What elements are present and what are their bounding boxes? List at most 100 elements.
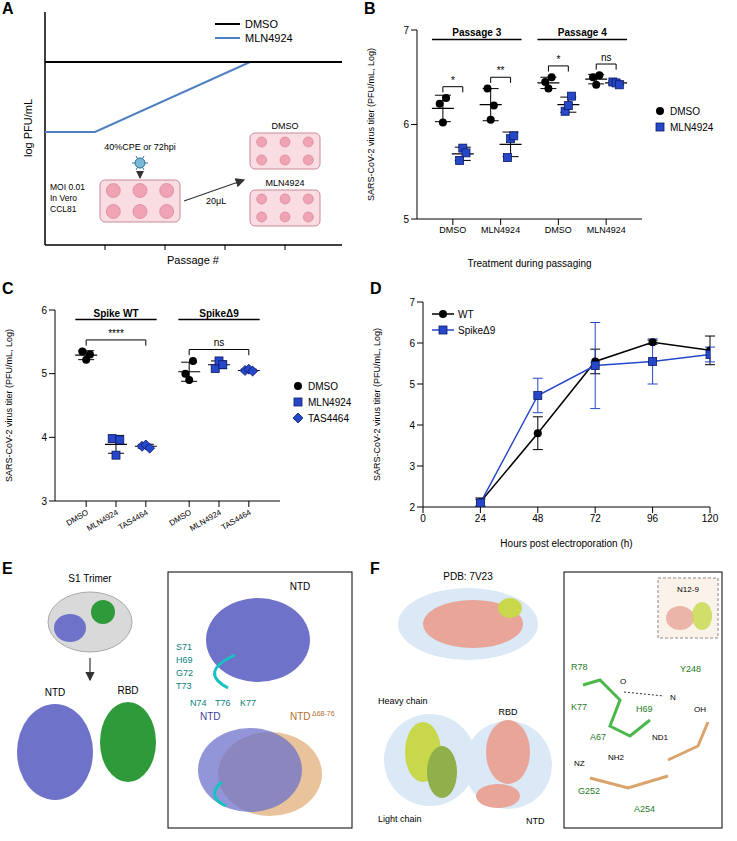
svg-text:R78: R78 (571, 662, 588, 672)
svg-text:G252: G252 (578, 786, 600, 796)
svg-text:4: 4 (409, 420, 415, 431)
svg-text:TAS4464: TAS4464 (117, 508, 150, 532)
html-text:B: B (364, 0, 376, 17)
svg-text:DMSO: DMSO (167, 507, 193, 528)
svg-text:ns: ns (214, 337, 225, 348)
html-text:D: D (370, 280, 382, 297)
svg-text:NH2: NH2 (608, 753, 625, 762)
svg-text:ND1: ND1 (652, 733, 669, 742)
svg-text:RBD: RBD (117, 685, 138, 696)
svg-text:OH: OH (694, 705, 706, 714)
html-text:MLN4924: MLN4924 (670, 121, 714, 133)
svg-text:Passage #: Passage # (167, 254, 220, 266)
svg-text:5: 5 (409, 379, 415, 390)
svg-text:S1 Trimer: S1 Trimer (68, 573, 112, 584)
svg-text:5: 5 (41, 368, 47, 379)
svg-text:O: O (620, 677, 626, 686)
svg-text:H69: H69 (636, 704, 653, 714)
svg-text:Spike WT: Spike WT (93, 308, 138, 319)
svg-text:7: 7 (403, 25, 409, 36)
svg-text:ns: ns (601, 52, 612, 63)
html-text:MLN4924: MLN4924 (308, 396, 352, 408)
svg-text:Hours post electroporation (h): Hours post electroporation (h) (500, 538, 632, 549)
svg-text:MOI 0.01: MOI 0.01 (50, 182, 85, 192)
svg-text:40%CPE or 72hpi: 40%CPE or 72hpi (104, 142, 176, 152)
html-text:SpikeΔ9: SpikeΔ9 (458, 324, 496, 336)
html-text:DMSO: DMSO (308, 380, 338, 392)
svg-text:K77: K77 (571, 702, 587, 712)
svg-text:2: 2 (409, 502, 415, 513)
svg-text:4: 4 (41, 432, 47, 443)
svg-text:MLN4924: MLN4924 (85, 508, 120, 533)
svg-text:T76: T76 (215, 698, 231, 708)
html-text:A: A (2, 0, 14, 17)
svg-text:24: 24 (475, 513, 487, 524)
svg-text:Light chain: Light chain (378, 814, 422, 824)
html-text:E: E (2, 560, 13, 577)
svg-text:DMSO: DMSO (272, 121, 299, 131)
svg-text:RBD: RBD (498, 707, 518, 717)
svg-text:****: **** (108, 328, 124, 339)
svg-text:PDB: 7V23: PDB: 7V23 (443, 571, 493, 582)
svg-text:NTD: NTD (290, 581, 311, 592)
svg-text:Y248: Y248 (680, 664, 701, 674)
svg-text:CCL81: CCL81 (50, 204, 77, 214)
svg-text:120: 120 (702, 513, 719, 524)
svg-text:SARS-CoV-2 virus titer (PFU/mL: SARS-CoV-2 virus titer (PFU/mL, Log) (4, 329, 14, 482)
svg-text:6: 6 (403, 119, 409, 130)
svg-text:5: 5 (403, 214, 409, 225)
svg-text:7: 7 (409, 297, 415, 308)
html-text:WT: WT (458, 308, 474, 320)
svg-text:DMSO: DMSO (439, 225, 466, 235)
svg-text:DMSO: DMSO (64, 507, 90, 528)
svg-text:MLN4924: MLN4924 (188, 508, 223, 533)
svg-text:NTD: NTD (526, 816, 545, 826)
svg-text:MLN4924: MLN4924 (481, 225, 520, 235)
svg-text:N74: N74 (190, 698, 207, 708)
svg-text:6: 6 (41, 305, 47, 316)
svg-text:NTD: NTD (200, 711, 221, 722)
svg-text:Passage 3: Passage 3 (452, 27, 501, 38)
svg-text:N12-9: N12-9 (677, 585, 699, 594)
svg-text:6: 6 (409, 338, 415, 349)
svg-text:K77: K77 (240, 698, 256, 708)
svg-text:NZ: NZ (574, 759, 585, 768)
svg-text:NTD: NTD (45, 687, 66, 698)
svg-text:SARS-CoV-2 virus titer (PFU/mL: SARS-CoV-2 virus titer (PFU/mL, Log) (366, 48, 376, 201)
svg-text:*: * (556, 54, 560, 65)
svg-text:In Vero: In Vero (50, 193, 77, 203)
html-text:TAS4464: TAS4464 (308, 412, 349, 424)
svg-text:A254: A254 (634, 804, 655, 814)
svg-text:TAS4464: TAS4464 (220, 508, 253, 532)
svg-text:**: ** (497, 65, 505, 76)
svg-text:MLN4924: MLN4924 (265, 178, 304, 188)
svg-text:0: 0 (420, 513, 426, 524)
svg-text:MLN4924: MLN4924 (245, 32, 293, 44)
svg-text:S71: S71 (176, 642, 192, 652)
html-text:C: C (2, 280, 14, 297)
svg-text:G72: G72 (176, 668, 193, 678)
svg-text:N: N (670, 693, 676, 702)
svg-text:Δ68-76: Δ68-76 (312, 710, 335, 717)
svg-text:*: * (451, 75, 455, 86)
svg-text:3: 3 (409, 461, 415, 472)
svg-text:3: 3 (41, 496, 47, 507)
svg-text:MLN4924: MLN4924 (587, 225, 626, 235)
svg-text:20μL: 20μL (206, 196, 226, 206)
svg-text:Treatment during passaging: Treatment during passaging (467, 258, 591, 269)
svg-text:96: 96 (647, 513, 659, 524)
svg-text:H69: H69 (176, 655, 193, 665)
svg-text:Passage 4: Passage 4 (558, 27, 607, 38)
svg-text:log PFU/mL: log PFU/mL (22, 99, 34, 157)
svg-text:T73: T73 (176, 681, 192, 691)
svg-text:48: 48 (532, 513, 544, 524)
svg-text:Heavy chain: Heavy chain (378, 696, 428, 706)
svg-text:DMSO: DMSO (545, 225, 572, 235)
svg-text:SARS-CoV-2 virus titer (PFU/mL: SARS-CoV-2 virus titer (PFU/mL, Log) (372, 328, 382, 481)
svg-text:SpikeΔ9: SpikeΔ9 (199, 308, 239, 319)
svg-text:A67: A67 (590, 732, 606, 742)
html-text:DMSO: DMSO (670, 105, 700, 117)
svg-text:72: 72 (590, 513, 602, 524)
svg-text:NTD: NTD (290, 711, 311, 722)
svg-text:DMSO: DMSO (245, 18, 278, 30)
